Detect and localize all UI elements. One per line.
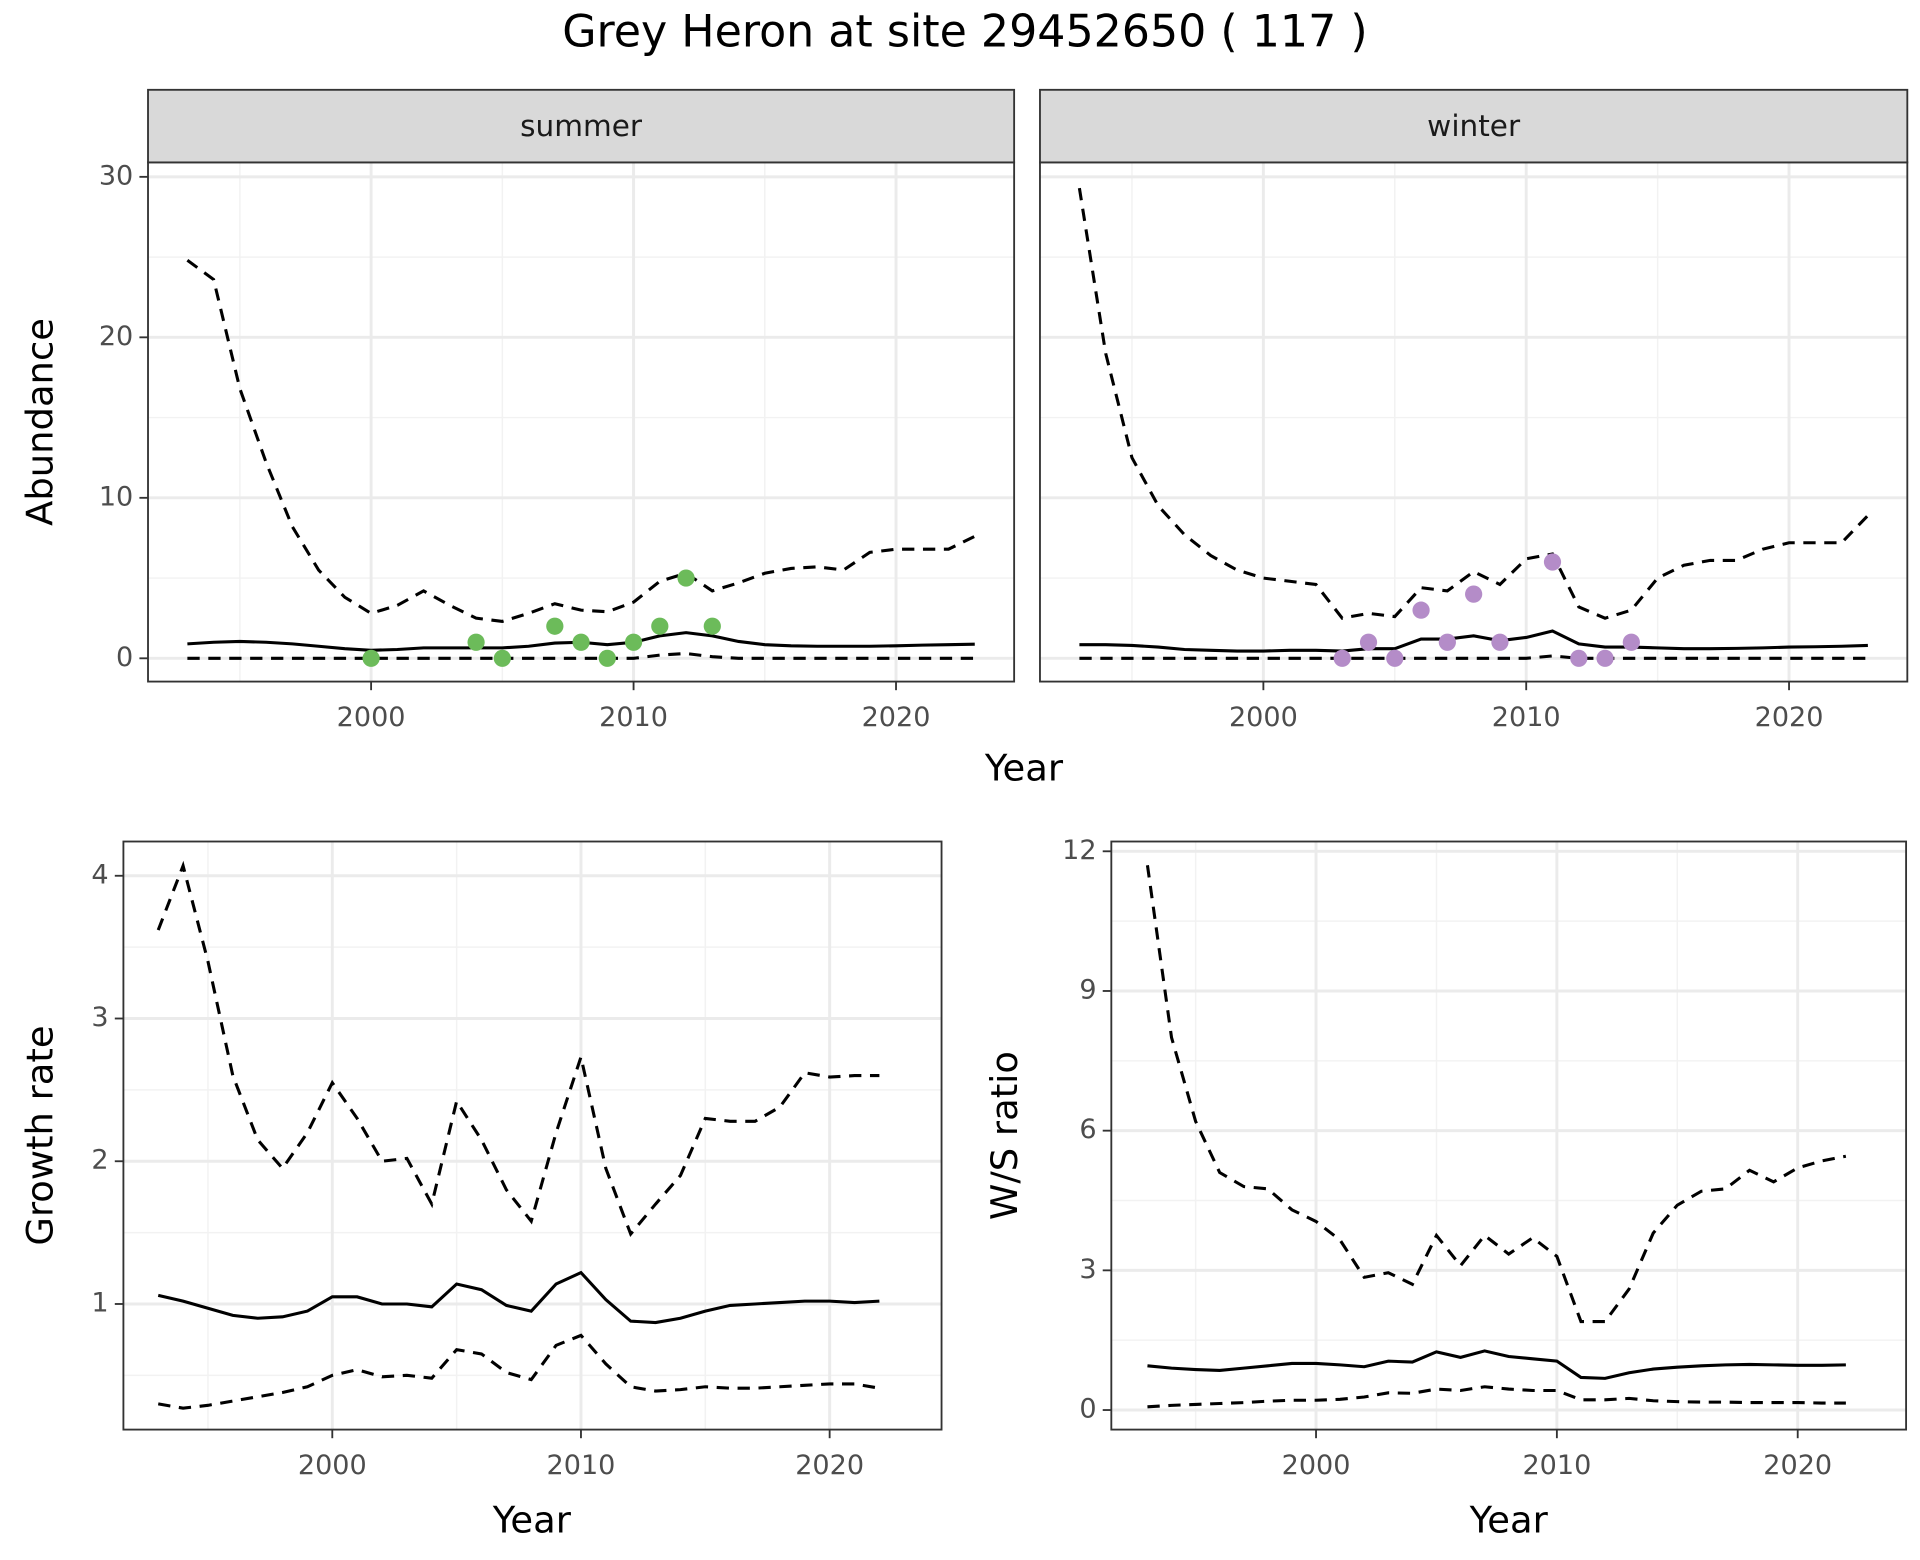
y-tick-label: 30 xyxy=(99,160,133,191)
interval-line xyxy=(1147,1385,1846,1409)
x-tick-label: 2010 xyxy=(599,702,668,733)
data-point xyxy=(493,649,511,667)
data-point xyxy=(1491,633,1509,651)
data-point xyxy=(1570,649,1588,667)
data-point xyxy=(1622,633,1640,651)
panel-border xyxy=(1110,840,1908,1431)
panel-background xyxy=(123,841,942,1430)
data-point xyxy=(1412,601,1430,619)
y-tick-label: 6 xyxy=(1079,1114,1096,1145)
y-tick-label: 9 xyxy=(1079,974,1096,1005)
x-tick-label: 2000 xyxy=(1282,1450,1351,1481)
x-tick-label: 2020 xyxy=(862,702,931,733)
mean-line xyxy=(1147,1349,1846,1380)
data-point xyxy=(1386,649,1404,667)
interval-line xyxy=(1145,865,1847,1324)
x-tick-label: 2010 xyxy=(1522,1450,1591,1481)
y-axis-title: Growth rate xyxy=(19,1025,62,1245)
interval-line xyxy=(187,651,975,660)
y-tick-label: 2 xyxy=(91,1145,108,1176)
panel-border xyxy=(122,840,943,1431)
data-point xyxy=(1543,553,1562,571)
mean-line xyxy=(1079,629,1868,653)
strip xyxy=(147,88,1016,164)
data-point xyxy=(677,569,695,587)
interval-line xyxy=(157,1333,880,1410)
data-point xyxy=(651,617,669,635)
data-point xyxy=(624,633,643,651)
strip xyxy=(1039,88,1909,164)
strip-label: summer xyxy=(520,109,643,143)
y-tick-label: 12 xyxy=(1062,835,1096,866)
interval-line xyxy=(1077,187,1869,620)
y-tick-label: 4 xyxy=(91,859,108,890)
x-tick-label: 2000 xyxy=(337,702,406,733)
data-point xyxy=(1596,649,1614,667)
x-tick-label: 2010 xyxy=(547,1450,616,1481)
data-point xyxy=(1333,649,1351,667)
x-axis-title: Year xyxy=(984,747,1064,790)
y-tick-label: 20 xyxy=(99,321,133,352)
interval-line xyxy=(186,259,976,623)
figure-title: Grey Heron at site 29452650 ( 117 ) xyxy=(562,6,1367,57)
data-point xyxy=(467,633,485,651)
interval-line xyxy=(1079,654,1868,660)
data-point xyxy=(1438,633,1456,651)
x-tick-label: 2020 xyxy=(795,1450,864,1481)
x-tick-label: 2000 xyxy=(298,1450,367,1481)
mean-line xyxy=(157,1270,880,1325)
strip-label: winter xyxy=(1427,109,1521,143)
y-axis-title: Abundance xyxy=(19,318,62,526)
x-tick-label: 2020 xyxy=(1763,1450,1832,1481)
y-tick-label: 0 xyxy=(1079,1394,1096,1425)
x-tick-label: 2010 xyxy=(1492,702,1561,733)
data-point xyxy=(1359,633,1378,651)
data-point xyxy=(703,617,721,635)
y-tick-label: 3 xyxy=(1079,1254,1096,1285)
panel-background xyxy=(1039,162,1908,682)
x-tick-label: 2000 xyxy=(1229,702,1298,733)
x-tick-label: 2020 xyxy=(1755,702,1824,733)
y-tick-label: 0 xyxy=(116,642,133,673)
y-tick-label: 1 xyxy=(91,1287,108,1318)
data-point xyxy=(1465,585,1483,603)
data-point xyxy=(572,633,590,651)
data-point xyxy=(546,617,564,635)
data-point xyxy=(362,649,380,667)
x-axis-title: Year xyxy=(1469,1498,1549,1541)
x-axis-title: Year xyxy=(492,1498,572,1541)
panel-background xyxy=(1111,841,1907,1430)
y-tick-label: 3 xyxy=(91,1002,108,1033)
data-point xyxy=(598,649,616,667)
y-tick-label: 10 xyxy=(99,481,133,512)
y-axis-title: W/S ratio xyxy=(983,1051,1026,1220)
panel-background xyxy=(148,162,1015,682)
interval-line xyxy=(156,860,880,1238)
